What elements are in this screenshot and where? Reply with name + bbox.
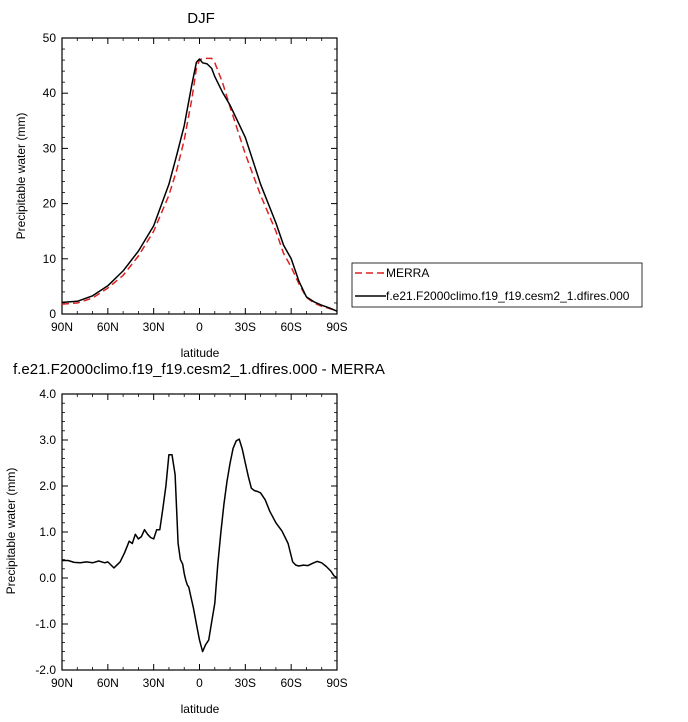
top-panel: DJF 90N 60N 30N 0 30S 60S 90S 0 10 20 30 40 50 latit… [14,10,643,360]
bottom-y-tick-label-1p0: 1.0 [39,525,56,539]
top-series-line-merra [61,57,338,312]
top-series-line-model [61,58,338,312]
legend: MERRA f.e21.F2000climo.f19_f19.cesm2_1.d… [351,262,643,308]
top-y-tick-label-40: 40 [43,86,57,100]
top-y-axis-title: Precipitable water (mm) [14,113,28,240]
bottom-y-tick-label-m1p0: -1.0 [35,617,56,631]
bottom-y-axis-title: Precipitable water (mm) [4,468,18,595]
bottom-x-tick-label-60n: 60N [97,676,119,690]
top-series-group [61,57,338,312]
bottom-y-tick-label-4p0: 4.0 [39,387,56,401]
top-x-tick-label-0: 0 [196,320,203,334]
bottom-panel: f.e21.F2000climo.f19_f19.cesm2_1.dfires.… [4,361,385,716]
top-x-tick-label-30s: 30S [235,320,256,334]
bottom-chart-title: f.e21.F2000climo.f19_f19.cesm2_1.dfires.… [13,361,385,378]
bottom-x-tick-label-0: 0 [196,676,203,690]
top-x-tick-label-90n: 90N [51,320,73,334]
bottom-x-tick-label-30n: 30N [143,676,165,690]
bottom-y-tick-label-m2p0: -2.0 [35,663,56,677]
bottom-x-axis-title: latitude [181,702,220,716]
bottom-x-tick-label-90n: 90N [51,676,73,690]
legend-merra-label: MERRA [386,266,429,280]
top-y-tick-label-20: 20 [43,197,57,211]
bottom-series-group [62,438,338,653]
bottom-plot-frame [61,393,338,671]
bottom-y-tick-label-0p0: 0.0 [39,571,56,585]
top-y-tick-label-30: 30 [43,141,57,155]
bottom-ticks: 90N 60N 30N 0 30S 60S 90S -2.0 -1.0 0.0 1.0 2.0 3.0 4… [35,387,347,690]
legend-box [351,262,643,308]
legend-model-label: f.e21.F2000climo.f19_f19.cesm2_1.dfires.… [386,289,630,303]
top-x-axis-title: latitude [181,346,220,360]
bottom-series-line-difference [62,438,338,653]
top-x-tick-label-60s: 60S [280,320,301,334]
top-chart-title: DJF [187,10,215,27]
top-y-tick-label-10: 10 [43,252,57,266]
bottom-x-tick-label-30s: 30S [235,676,256,690]
top-y-tick-label-50: 50 [43,31,57,45]
top-x-tick-label-60n: 60N [97,320,119,334]
bottom-plot-area [61,393,338,671]
bottom-x-tick-label-60s: 60S [280,676,301,690]
bottom-x-tick-label-90s: 90S [326,676,347,690]
top-ticks: 90N 60N 30N 0 30S 60S 90S 0 10 20 30 40 50 [43,31,348,334]
top-y-tick-label-0: 0 [49,307,56,321]
top-x-tick-label-90s: 90S [326,320,347,334]
top-x-tick-label-30n: 30N [143,320,165,334]
bottom-y-tick-label-2p0: 2.0 [39,479,56,493]
bottom-y-tick-label-3p0: 3.0 [39,433,56,447]
